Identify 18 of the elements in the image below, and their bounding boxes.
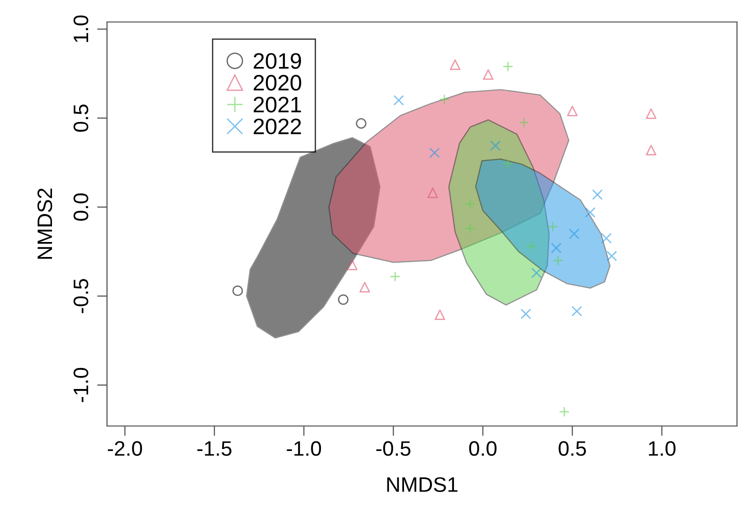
legend-label: 2021 <box>254 96 301 112</box>
x-tick-label: -2.0 <box>108 441 142 456</box>
y-tick-label: -1.0 <box>74 368 88 402</box>
x-tick-label: -1.0 <box>286 441 322 456</box>
x-tick-label: 0.5 <box>558 441 586 456</box>
y-tick-label: 0.5 <box>74 104 88 132</box>
x-tick-label: 1.0 <box>648 441 676 456</box>
y-axis-title: NMDS2 <box>37 188 52 259</box>
x-tick-label: -1.5 <box>197 441 232 456</box>
y-tick-label: -0.5 <box>74 279 88 314</box>
y-tick-label: 0.0 <box>74 193 88 221</box>
legend-label: 2020 <box>254 74 302 91</box>
x-tick-label: -0.5 <box>376 441 410 456</box>
x-tick-label: 0.0 <box>469 441 497 456</box>
legend-label: 2019 <box>254 53 301 69</box>
legend-label: 2022 <box>254 118 301 134</box>
x-axis-title: NMDS1 <box>387 477 458 492</box>
y-tick-label: 1.0 <box>74 15 88 42</box>
